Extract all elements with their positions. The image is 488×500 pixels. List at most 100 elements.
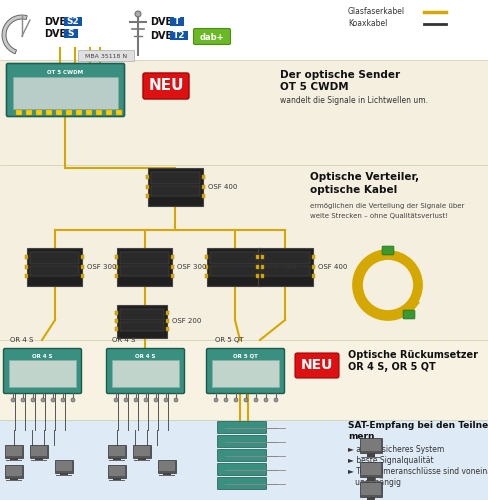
Bar: [115, 319, 118, 323]
Bar: [210, 252, 259, 264]
Bar: [312, 265, 315, 269]
Bar: [120, 322, 164, 331]
Bar: [361, 439, 381, 452]
Bar: [261, 252, 310, 264]
Bar: [25, 255, 28, 259]
Text: DVB: DVB: [44, 17, 67, 27]
Bar: [112, 360, 179, 387]
Bar: [25, 274, 28, 278]
Text: OT 5 CWDM: OT 5 CWDM: [280, 82, 348, 92]
FancyBboxPatch shape: [206, 348, 285, 394]
Bar: [361, 463, 381, 475]
Bar: [366, 454, 375, 456]
Bar: [13, 77, 118, 109]
Text: T: T: [174, 18, 180, 26]
Circle shape: [164, 398, 168, 402]
Text: S: S: [68, 30, 74, 38]
Bar: [360, 482, 382, 498]
Bar: [261, 274, 264, 278]
Text: OR 4 S: OR 4 S: [32, 354, 52, 358]
Bar: [115, 311, 118, 315]
Bar: [36, 458, 42, 460]
Circle shape: [11, 398, 15, 402]
Circle shape: [365, 262, 411, 308]
Bar: [108, 445, 126, 458]
Bar: [113, 458, 121, 460]
Bar: [31, 446, 47, 456]
Bar: [120, 309, 164, 320]
Bar: [166, 311, 169, 315]
Text: Glasfaserkabel: Glasfaserkabel: [348, 8, 405, 16]
Bar: [158, 460, 176, 472]
Circle shape: [144, 398, 148, 402]
Bar: [108, 465, 126, 477]
Text: OSF 400: OSF 400: [318, 264, 347, 270]
Circle shape: [365, 262, 411, 308]
Circle shape: [234, 398, 238, 402]
Text: OR 4 S: OR 4 S: [135, 354, 155, 358]
Bar: [0, 340, 488, 420]
Bar: [366, 478, 375, 480]
Text: OR 5 QT: OR 5 QT: [215, 337, 244, 343]
Bar: [361, 456, 381, 458]
Bar: [5, 465, 23, 477]
Wedge shape: [2, 15, 27, 54]
Circle shape: [71, 398, 75, 402]
Bar: [109, 480, 125, 482]
Bar: [151, 172, 200, 184]
Bar: [205, 274, 208, 278]
Text: Der optische Sender: Der optische Sender: [280, 70, 400, 80]
Bar: [360, 462, 382, 477]
Bar: [106, 110, 112, 115]
Bar: [261, 255, 264, 259]
Bar: [256, 265, 259, 269]
Bar: [361, 480, 381, 482]
Bar: [9, 360, 76, 387]
Circle shape: [244, 398, 248, 402]
Circle shape: [224, 398, 228, 402]
Bar: [120, 266, 169, 276]
FancyBboxPatch shape: [143, 73, 189, 99]
FancyBboxPatch shape: [218, 422, 266, 434]
Bar: [81, 274, 84, 278]
Circle shape: [264, 398, 268, 402]
Text: Koaxkabel: Koaxkabel: [348, 20, 387, 28]
Bar: [361, 483, 381, 496]
Bar: [312, 255, 315, 259]
Text: OR 4 S: OR 4 S: [112, 337, 135, 343]
Bar: [170, 17, 184, 26]
Bar: [133, 445, 151, 458]
Bar: [0, 165, 488, 340]
FancyBboxPatch shape: [3, 348, 81, 394]
Bar: [146, 175, 149, 179]
Bar: [258, 248, 313, 286]
Bar: [6, 466, 22, 475]
Text: wandelt die Signale in Lichtwellen um.: wandelt die Signale in Lichtwellen um.: [280, 96, 428, 105]
Text: optische Kabel: optische Kabel: [310, 185, 397, 195]
Bar: [10, 478, 18, 480]
Bar: [261, 266, 310, 276]
Bar: [366, 498, 375, 500]
Bar: [26, 110, 32, 115]
Text: Optische Rückumsetzer: Optische Rückumsetzer: [348, 350, 478, 360]
Bar: [115, 327, 118, 331]
Circle shape: [154, 398, 158, 402]
Bar: [210, 266, 259, 276]
Text: OSF 400: OSF 400: [208, 184, 237, 190]
FancyBboxPatch shape: [403, 310, 415, 319]
Bar: [171, 274, 174, 278]
Bar: [117, 305, 167, 338]
Bar: [115, 274, 118, 278]
Circle shape: [274, 398, 278, 402]
Bar: [5, 445, 23, 458]
Circle shape: [214, 398, 218, 402]
Bar: [360, 438, 382, 454]
FancyBboxPatch shape: [218, 450, 266, 462]
Bar: [113, 478, 121, 480]
FancyBboxPatch shape: [218, 478, 266, 490]
Text: OSF 300: OSF 300: [177, 264, 206, 270]
Bar: [205, 265, 208, 269]
FancyBboxPatch shape: [218, 464, 266, 475]
Text: OSF 300: OSF 300: [87, 264, 117, 270]
Bar: [120, 252, 169, 264]
